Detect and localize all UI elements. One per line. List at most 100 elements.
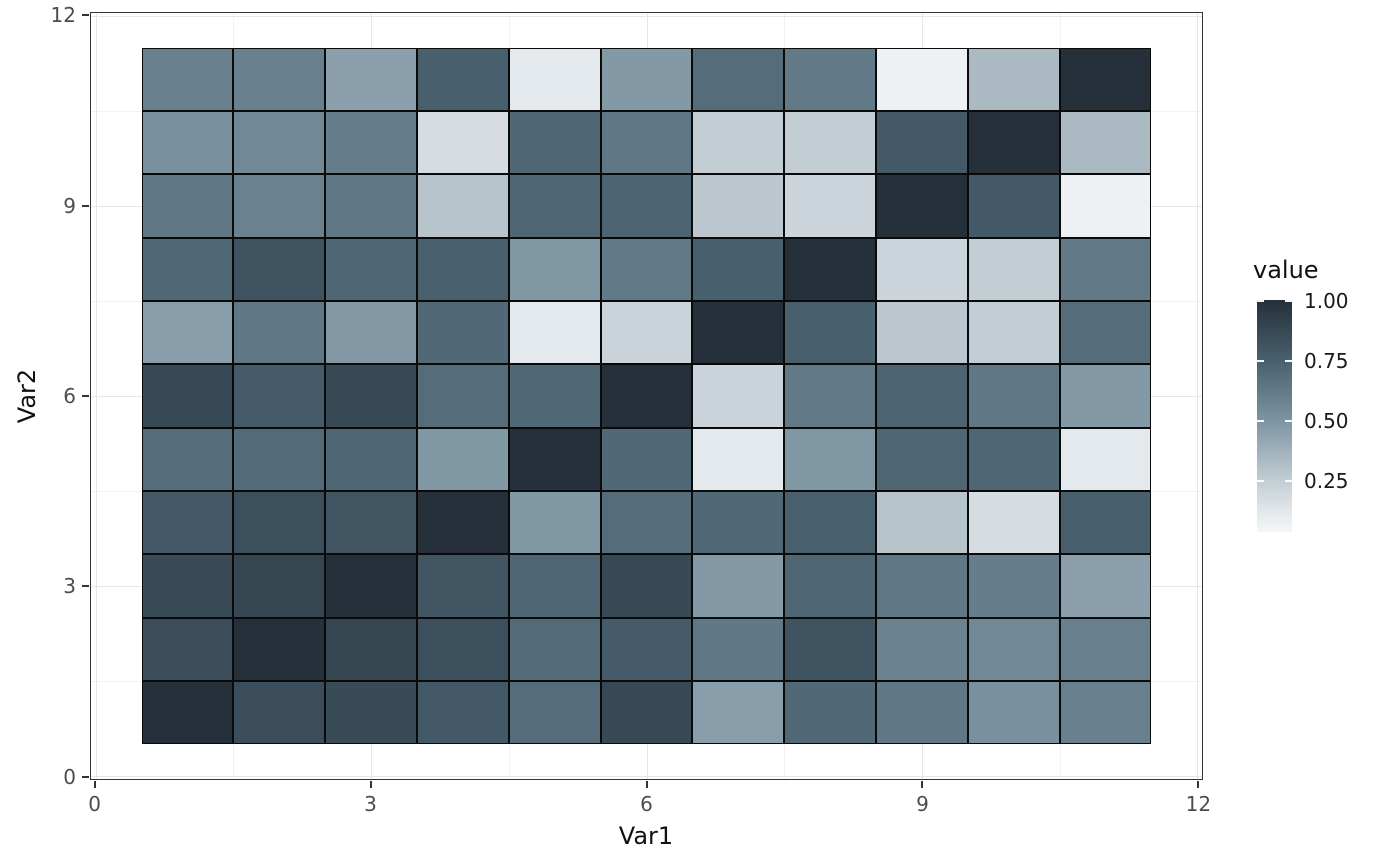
x-tick-mark (369, 781, 372, 788)
heatmap-tile (233, 554, 326, 618)
heatmap-tile (325, 237, 417, 302)
legend-title: value (1253, 256, 1319, 284)
heatmap-tile (325, 47, 417, 112)
heatmap-tile (784, 111, 877, 175)
heatmap-tile (600, 554, 693, 618)
x-tick-mark (93, 781, 96, 788)
heatmap-tile (600, 237, 693, 302)
heatmap-tile (325, 111, 417, 175)
heatmap-tile (416, 427, 509, 491)
heatmap-tile (141, 174, 234, 238)
heatmap-tile (600, 174, 693, 238)
heatmap-tile (1059, 174, 1152, 238)
heatmap-tile (508, 47, 601, 112)
heatmap-tile (233, 680, 326, 745)
y-tick-mark (82, 585, 89, 588)
heatmap-tile (416, 617, 509, 681)
heatmap-tile (784, 680, 877, 745)
heatmap-tile (1059, 554, 1152, 618)
x-tick-mark (645, 781, 648, 788)
heatmap-tile (600, 47, 693, 112)
x-tick-label: 9 (916, 792, 929, 816)
legend-tick-mark (1257, 300, 1264, 303)
heatmap-tile (967, 47, 1060, 112)
heatmap-tile (1059, 427, 1152, 491)
heatmap-tile (1059, 617, 1152, 681)
heatmap-tile (325, 617, 417, 681)
x-tick-mark (1197, 781, 1200, 788)
y-tick-label: 9 (63, 193, 76, 218)
heatmap-tile (508, 237, 601, 302)
heatmap-tile (508, 617, 601, 681)
heatmap-tile (416, 174, 509, 238)
y-axis-title: Var2 (13, 368, 41, 424)
gridline (1197, 13, 1199, 779)
heatmap-tile (233, 47, 326, 112)
heatmap-tile (784, 237, 877, 302)
heatmap-tile (692, 427, 785, 491)
heatmap-tile (692, 301, 785, 365)
heatmap-tile (876, 680, 968, 745)
heatmap-tile (141, 617, 234, 681)
heatmap-tile (967, 111, 1060, 175)
legend-colorbar (1257, 300, 1292, 532)
heatmap-tile (141, 364, 234, 428)
heatmap-tile (141, 301, 234, 365)
heatmap-tile (876, 490, 968, 555)
legend-tick-mark (1285, 300, 1292, 303)
legend-tick-label: 0.50 (1304, 408, 1349, 433)
heatmap-tile (876, 301, 968, 365)
heatmap-tile (967, 490, 1060, 555)
y-tick-mark (82, 775, 89, 778)
heatmap-tile (600, 680, 693, 745)
heatmap-tile (416, 490, 509, 555)
heatmap-tile (876, 47, 968, 112)
heatmap-tile (784, 174, 877, 238)
heatmap-tile (416, 111, 509, 175)
legend: value 1.00 0.75 0.50 0.25 (1228, 256, 1400, 556)
heatmap-tile (508, 490, 601, 555)
heatmap-tile (508, 680, 601, 745)
y-tick-mark (82, 395, 89, 397)
heatmap-tile (876, 111, 968, 175)
heatmap-tile (876, 237, 968, 302)
heatmap-tile (508, 427, 601, 491)
heatmap-tile (876, 174, 968, 238)
x-tick-label: 12 (1185, 792, 1212, 816)
heatmap-tile (967, 237, 1060, 302)
heatmap-tile (784, 617, 877, 681)
heatmap-tile (1059, 364, 1152, 428)
heatmap-tile (692, 111, 785, 175)
heatmap-tile (325, 490, 417, 555)
heatmap-tile (141, 490, 234, 555)
heatmap-tile (967, 174, 1060, 238)
heatmap-tile (325, 680, 417, 745)
heatmap-tile (141, 111, 234, 175)
heatmap-tile (1059, 490, 1152, 555)
heatmap-tile (416, 301, 509, 365)
y-tick-label: 12 (50, 3, 76, 28)
legend-tick-mark (1285, 479, 1292, 482)
heatmap-tile (784, 427, 877, 491)
x-tick-label: 0 (88, 792, 101, 816)
x-axis-title: Var1 (618, 822, 674, 850)
legend-tick-label: 0.75 (1304, 348, 1349, 373)
heatmap-tile (967, 364, 1060, 428)
heatmap-tile (1059, 47, 1152, 112)
heatmap-tile (416, 47, 509, 112)
y-tick-label: 6 (63, 384, 76, 408)
heatmap-tile (325, 301, 417, 365)
y-tick-mark (82, 204, 89, 207)
heatmap-tile (508, 364, 601, 428)
y-tick-label: 3 (63, 574, 76, 599)
heatmap-tile (784, 47, 877, 112)
heatmap-tile (508, 111, 601, 175)
heatmap-tile (141, 427, 234, 491)
heatmap-tile (1059, 237, 1152, 302)
heatmap-tile (233, 301, 326, 365)
heatmap-tile (876, 427, 968, 491)
heatmap-tile (325, 174, 417, 238)
heatmap-tile (967, 301, 1060, 365)
heatmap-tile (692, 554, 785, 618)
